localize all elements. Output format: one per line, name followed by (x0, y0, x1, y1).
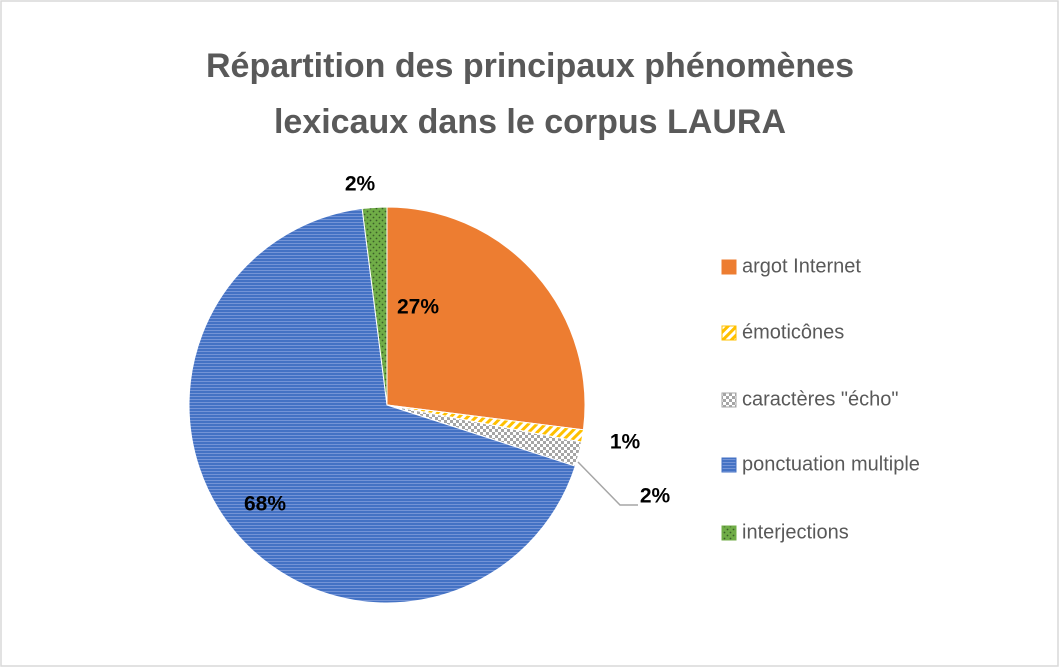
chart-title: Répartition des principaux phénomènes le… (205, 47, 854, 141)
legend-label: émoticônes (742, 321, 844, 343)
legend-swatch (721, 325, 737, 341)
data-label: 68% (244, 493, 286, 516)
data-label: 2% (640, 485, 671, 508)
legend-swatch (721, 259, 737, 275)
legend-swatch (721, 392, 737, 408)
leader-line (577, 461, 638, 506)
legend-label: interjections (742, 521, 849, 543)
legend-label: ponctuation multiple (742, 453, 920, 475)
pie-slice (188, 208, 576, 604)
data-label: 1% (610, 431, 641, 454)
legend-swatch (721, 457, 737, 473)
legend-swatch (721, 525, 737, 541)
legend-label: argot Internet (742, 255, 861, 277)
legend-label: caractères "écho" (742, 388, 899, 410)
data-label: 2% (345, 173, 376, 196)
data-label: 27% (397, 296, 439, 319)
pie-slice (386, 206, 586, 431)
pie-slice (361, 206, 388, 406)
